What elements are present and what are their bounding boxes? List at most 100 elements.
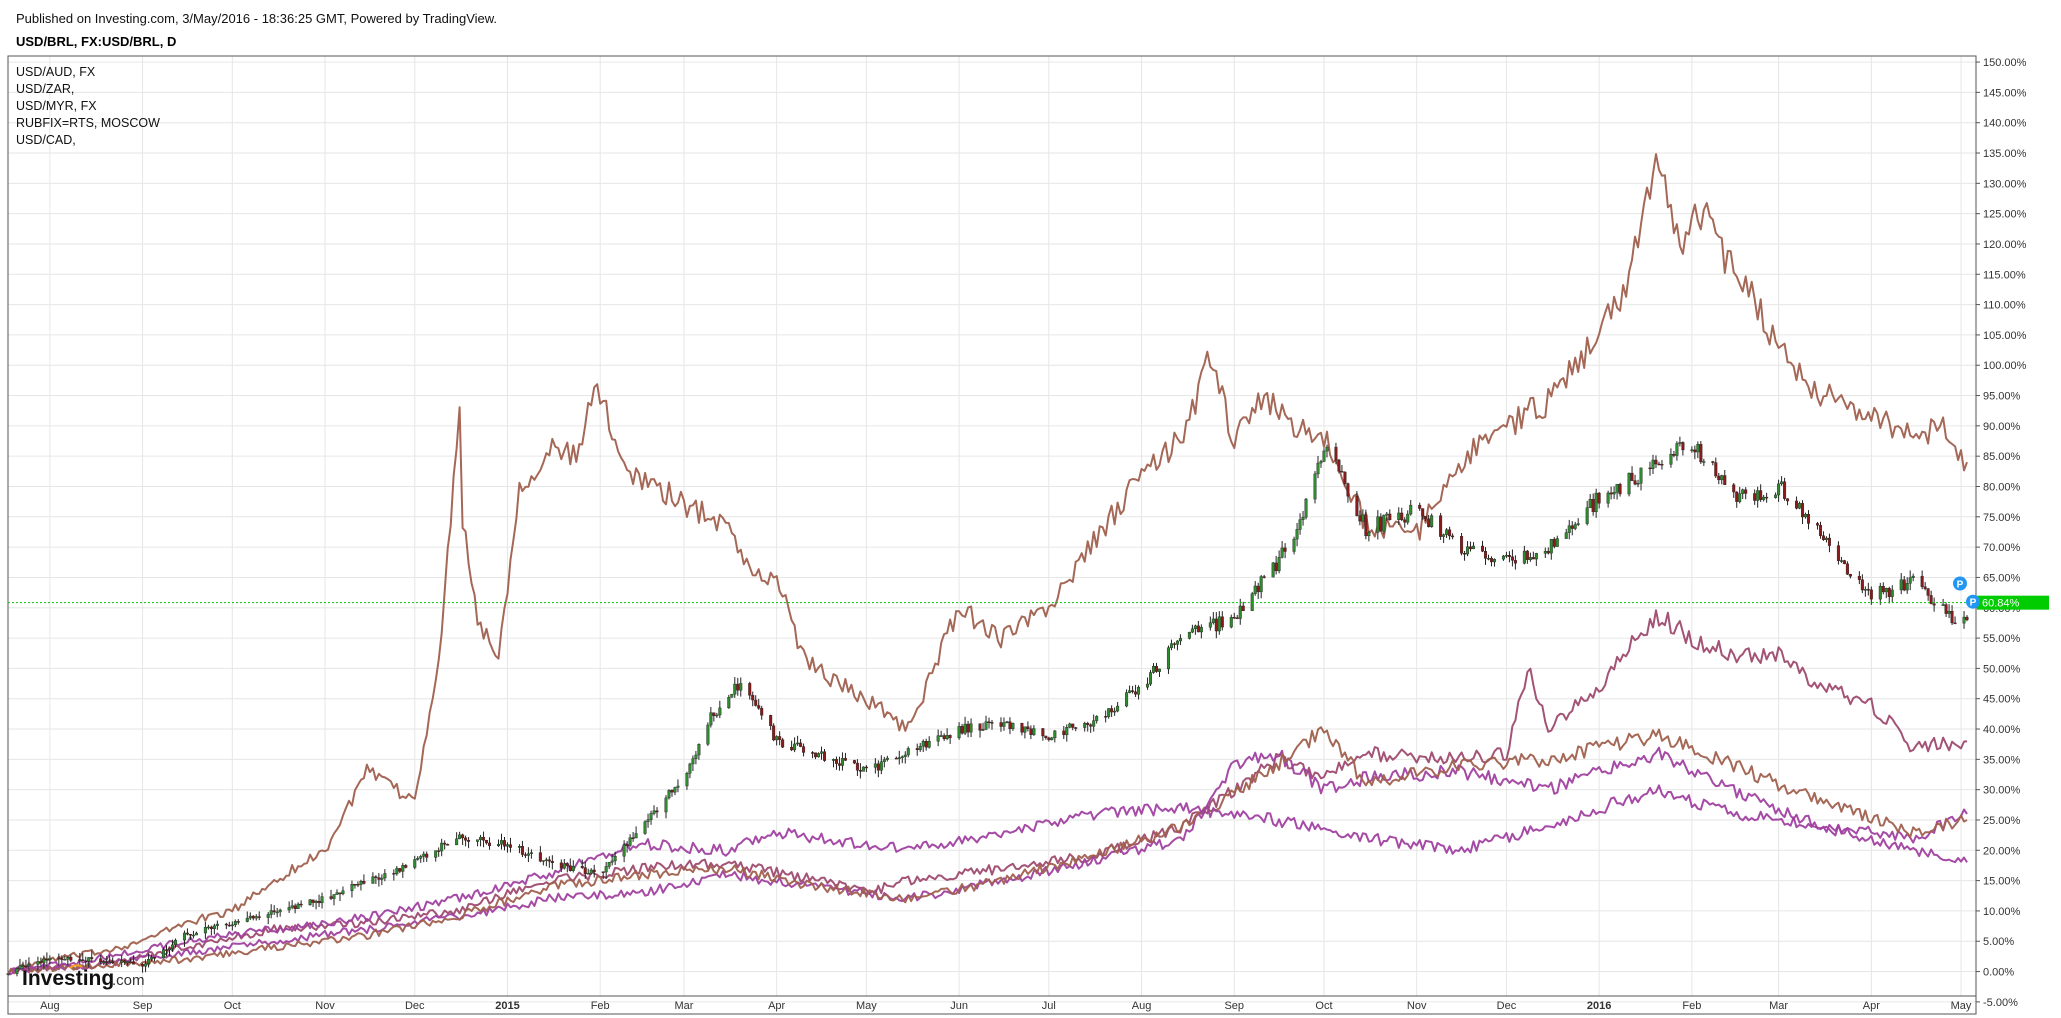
candle-body — [649, 813, 653, 821]
series-line — [7, 784, 1968, 976]
candle-body — [906, 748, 910, 756]
candle-body — [733, 683, 737, 695]
y-tick-label: 95.00% — [1983, 391, 2021, 403]
x-tick-label: Mar — [1769, 1000, 1788, 1012]
candle-body — [580, 866, 584, 868]
candle-body — [422, 853, 426, 857]
candle-body — [984, 721, 988, 730]
candle-body — [1340, 471, 1344, 473]
candle-body — [1083, 723, 1087, 728]
candle-body — [1451, 535, 1455, 538]
series-line — [7, 153, 1968, 976]
candle-body — [915, 748, 919, 751]
candle-body — [1738, 493, 1742, 502]
candle-body — [694, 754, 698, 759]
candle-body — [864, 766, 868, 769]
candle-body — [482, 837, 486, 841]
candle-body — [1065, 727, 1069, 736]
candle-body — [1798, 503, 1802, 509]
candle-body — [586, 872, 590, 875]
candle-body — [1220, 616, 1224, 628]
candle-body — [332, 894, 336, 899]
y-tick-label: 90.00% — [1983, 421, 2021, 433]
candle-body — [1379, 516, 1383, 532]
candle-body — [1128, 690, 1132, 693]
x-tick-label: May — [1951, 1000, 1972, 1012]
candle-body — [185, 932, 189, 935]
candle-body — [1211, 618, 1215, 623]
candle-body — [1175, 640, 1179, 645]
y-tick-label: 150.00% — [1983, 57, 2027, 69]
candle-body — [1418, 504, 1422, 509]
candle-body — [529, 852, 533, 854]
candle-body — [251, 915, 255, 919]
candle-body — [257, 916, 261, 918]
y-tick-label: 40.00% — [1983, 724, 2021, 736]
candle-body — [1439, 515, 1443, 537]
y-tick-label: 10.00% — [1983, 906, 2021, 918]
candle-body — [1953, 622, 1957, 625]
candle-body — [811, 752, 815, 754]
candle-body — [147, 958, 151, 965]
candle-body — [1322, 450, 1326, 462]
candle-body — [383, 873, 387, 879]
candle-body — [153, 957, 157, 959]
candle-body — [99, 958, 103, 962]
candle-body — [39, 961, 43, 963]
candle-body — [446, 844, 450, 846]
candle-body — [1926, 588, 1930, 596]
candle-body — [1427, 518, 1431, 528]
candle-body — [927, 741, 931, 748]
candle-body — [248, 915, 252, 919]
candle-body — [736, 683, 740, 691]
candle-body — [168, 948, 172, 951]
candle-body — [1442, 534, 1446, 537]
candle-body — [1448, 529, 1452, 537]
candle-body — [1403, 519, 1407, 523]
candle-body — [488, 842, 492, 847]
candle-body — [1591, 499, 1595, 513]
chart-title: USD/BRL, FX:USD/BRL, D — [16, 34, 177, 49]
candle-body — [978, 723, 982, 731]
candle-body — [1445, 529, 1449, 535]
candle-body — [879, 761, 883, 771]
candle-body — [1421, 508, 1425, 517]
candle-body — [1699, 444, 1703, 463]
candle-body — [1472, 545, 1476, 550]
y-tick-label: 65.00% — [1983, 572, 2021, 584]
candle-body — [380, 877, 384, 880]
candle-body — [21, 965, 25, 967]
candle-body — [550, 861, 554, 864]
candle-body — [1732, 484, 1736, 493]
candle-body — [1157, 668, 1161, 672]
candle-body — [203, 927, 207, 934]
candle-body — [1301, 516, 1305, 521]
candle-body — [814, 752, 818, 758]
candle-body — [1397, 512, 1401, 521]
candle-body — [769, 715, 773, 726]
candle-body — [843, 758, 847, 761]
candle-body — [84, 960, 88, 962]
candle-body — [718, 707, 722, 716]
x-tick-label: Apr — [1863, 1000, 1880, 1012]
candle-body — [541, 860, 545, 862]
candle-body — [419, 856, 423, 859]
candle-body — [1525, 550, 1529, 560]
x-tick-label: 2015 — [495, 1000, 519, 1012]
candle-body — [939, 735, 943, 737]
candle-body — [57, 957, 61, 960]
candle-body — [1262, 576, 1266, 578]
candle-body — [781, 739, 785, 748]
candle-body — [751, 695, 755, 701]
p-marker-label: P — [1957, 580, 1964, 591]
candle-body — [903, 754, 907, 757]
candle-body — [571, 866, 575, 871]
candle-body — [15, 968, 19, 974]
candle-body — [1044, 735, 1048, 739]
candle-body — [1107, 708, 1111, 717]
candle-body — [338, 892, 342, 895]
candle-body — [1555, 538, 1559, 547]
candle-body — [1274, 562, 1278, 572]
candle-body — [1807, 514, 1811, 524]
